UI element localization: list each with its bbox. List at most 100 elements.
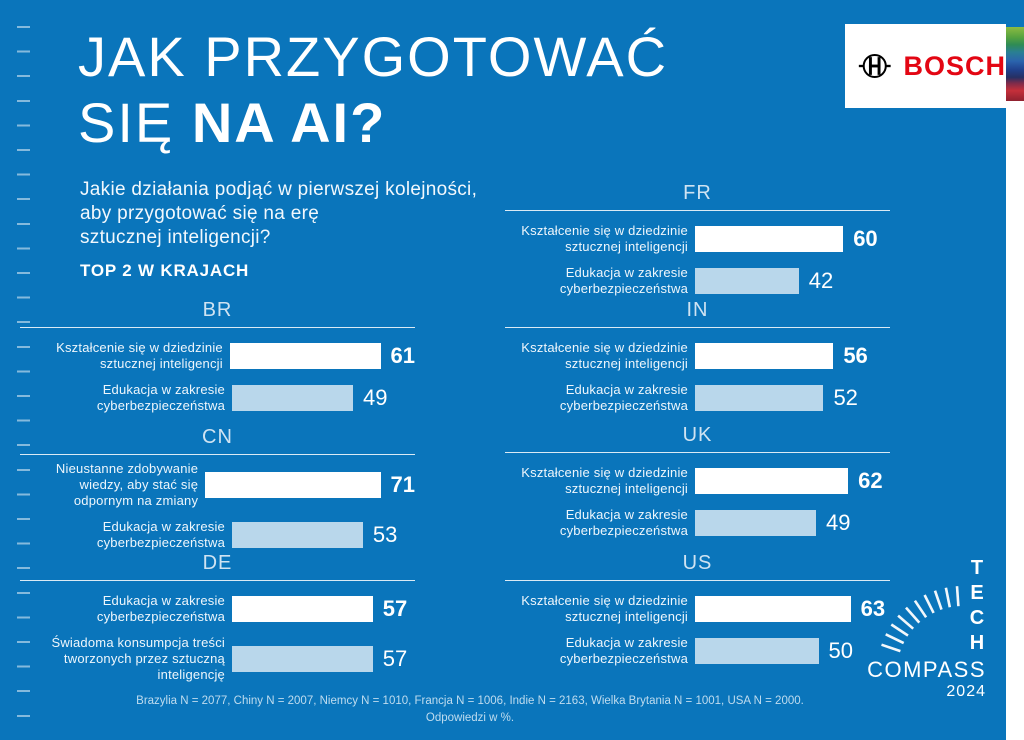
tech-letter: H: [969, 632, 985, 654]
bar-label: Edukacja w zakresie cyberbezpieczeństwa: [96, 519, 225, 550]
bar-row: Kształcenie się w dziedzinie sztucznej i…: [505, 340, 890, 372]
subtitle-line: aby przygotować się na erę: [80, 203, 320, 224]
bar-value: 49: [826, 510, 851, 535]
bar-row: Kształcenie się w dziedzinie sztucznej i…: [505, 465, 890, 497]
bar-value: 71: [390, 472, 415, 497]
bar-label: Kształcenie się w dziedzinie sztucznej i…: [521, 223, 688, 254]
bar-value: 50: [828, 638, 853, 663]
bar: [695, 268, 799, 294]
footer-line1: Brazylia N = 2077, Chiny N = 2007, Niemc…: [136, 695, 804, 707]
bar-row: Kształcenie się w dziedzinie sztucznej i…: [505, 593, 890, 625]
top2-label: TOP 2 W KRAJACH: [80, 261, 250, 280]
bar: [232, 385, 354, 411]
tech-letter: E: [970, 582, 984, 604]
title-line1: JAK PRZYGOTOWAĆ: [78, 25, 669, 88]
bar-label: Kształcenie się w dziedzinie sztucznej i…: [56, 340, 223, 371]
bar: [695, 226, 844, 252]
bar: [695, 343, 834, 369]
country-section-cn: CN Nieustanne zdobywanie wiedzy, aby sta…: [20, 426, 415, 551]
compass-wordmark: COMPASS: [867, 657, 986, 682]
bar-label: Świadoma konsumpcja treści tworzonych pr…: [51, 635, 225, 682]
bar-row: Edukacja w zakresie cyberbezpieczeństwa …: [505, 507, 890, 539]
bar-row: Edukacja w zakresie cyberbezpieczeństwa …: [20, 593, 415, 625]
country-code: DE: [20, 552, 415, 581]
bar-track: 60: [695, 226, 878, 252]
bar-track: 50: [695, 638, 853, 664]
bar-label: Kształcenie się w dziedzinie sztucznej i…: [521, 465, 688, 496]
bar-value: 60: [853, 226, 878, 251]
bar-label: Edukacja w zakresie cyberbezpieczeństwa: [559, 635, 688, 666]
page-title: JAK PRZYGOTOWAĆ SIĘ NA AI?: [78, 24, 668, 156]
bar: [695, 510, 817, 536]
bar-track: 61: [229, 343, 415, 369]
bar: [695, 638, 819, 664]
bar-track: 63: [695, 596, 885, 622]
year-label: 2024: [946, 683, 986, 700]
bar-track: 57: [232, 596, 407, 622]
bar: [205, 472, 381, 498]
bar-label: Kształcenie się w dziedzinie sztucznej i…: [521, 593, 688, 624]
bar-row: Kształcenie się w dziedzinie sztucznej i…: [505, 223, 890, 255]
gauge-ticks-icon: [881, 586, 960, 653]
bar-label: Kształcenie się w dziedzinie sztucznej i…: [521, 340, 688, 371]
bar: [695, 385, 824, 411]
bar-value: 49: [363, 385, 388, 410]
bar-value: 61: [390, 343, 415, 368]
bar-track: 49: [695, 510, 851, 536]
title-line2-bold: NA AI?: [191, 91, 387, 154]
bar-track: 49: [232, 385, 388, 411]
bar-value: 57: [382, 596, 408, 621]
subtitle-line: sztucznej inteligencji?: [80, 227, 271, 248]
bar-value: 42: [808, 268, 834, 293]
tech-wordmark: T E C H: [966, 556, 988, 656]
bar-row: Edukacja w zakresie cyberbezpieczeństwa …: [505, 382, 890, 414]
bosch-supergraphic-strip: [1006, 27, 1024, 101]
bar-track: 52: [695, 385, 858, 411]
bar-track: 42: [695, 268, 833, 294]
footer-note: Brazylia N = 2077, Chiny N = 2007, Niemc…: [0, 693, 940, 727]
bar-label: Edukacja w zakresie cyberbezpieczeństwa: [559, 382, 688, 413]
bar: [232, 646, 373, 672]
country-code: US: [505, 552, 890, 581]
country-code: UK: [505, 424, 890, 453]
bar-row: Nieustanne zdobywanie wiedzy, aby stać s…: [20, 461, 415, 509]
bar-label: Edukacja w zakresie cyberbezpieczeństwa: [96, 593, 225, 624]
bar: [232, 596, 373, 622]
bar-row: Świadoma konsumpcja treści tworzonych pr…: [20, 635, 415, 683]
country-code: IN: [505, 299, 890, 328]
tech-letter: T: [970, 557, 984, 579]
footer-line2: Odpowiedzi w %.: [425, 712, 515, 724]
bar-value: 53: [372, 522, 398, 547]
country-code: BR: [20, 299, 415, 328]
country-section-uk: UK Kształcenie się w dziedzinie sztuczne…: [505, 424, 890, 539]
subtitle-line: Jakie działania podjąć w pierwszej kolej…: [80, 179, 478, 200]
bar-track: 53: [232, 522, 397, 548]
bar-value: 57: [382, 646, 408, 671]
bar-value: 63: [860, 596, 886, 621]
bar-label: Edukacja w zakresie cyberbezpieczeństwa: [96, 382, 225, 413]
bar-label: Nieustanne zdobywanie wiedzy, aby stać s…: [55, 461, 199, 508]
ruler-ticks: [17, 26, 30, 718]
country-section-in: IN Kształcenie się w dziedzinie sztuczne…: [505, 299, 890, 414]
bosch-wordmark: BOSCH: [903, 50, 1006, 81]
country-code: FR: [505, 182, 890, 211]
country-code: CN: [20, 426, 415, 455]
country-section-fr: FR Kształcenie się w dziedzinie sztuczne…: [505, 182, 890, 297]
bar-row: Edukacja w zakresie cyberbezpieczeństwa …: [20, 519, 415, 551]
bosch-anchor-icon: [858, 53, 891, 79]
title-line2-light: SIĘ: [78, 91, 192, 154]
bar: [695, 596, 851, 622]
bar-track: 71: [205, 472, 415, 498]
country-section-de: DE Edukacja w zakresie cyberbezpieczeńst…: [20, 552, 415, 683]
country-section-br: BR Kształcenie się w dziedzinie sztuczne…: [20, 299, 415, 414]
subtitle: Jakie działania podjąć w pierwszej kolej…: [80, 178, 477, 250]
bar-label: Edukacja w zakresie cyberbezpieczeństwa: [559, 507, 688, 538]
bar-track: 56: [695, 343, 868, 369]
right-margin: [1006, 101, 1024, 740]
country-section-us: US Kształcenie się w dziedzinie sztuczne…: [505, 552, 890, 667]
bar-value: 56: [843, 343, 868, 368]
bar-value: 52: [833, 385, 858, 410]
bar: [232, 522, 363, 548]
bar-track: 57: [232, 646, 407, 672]
